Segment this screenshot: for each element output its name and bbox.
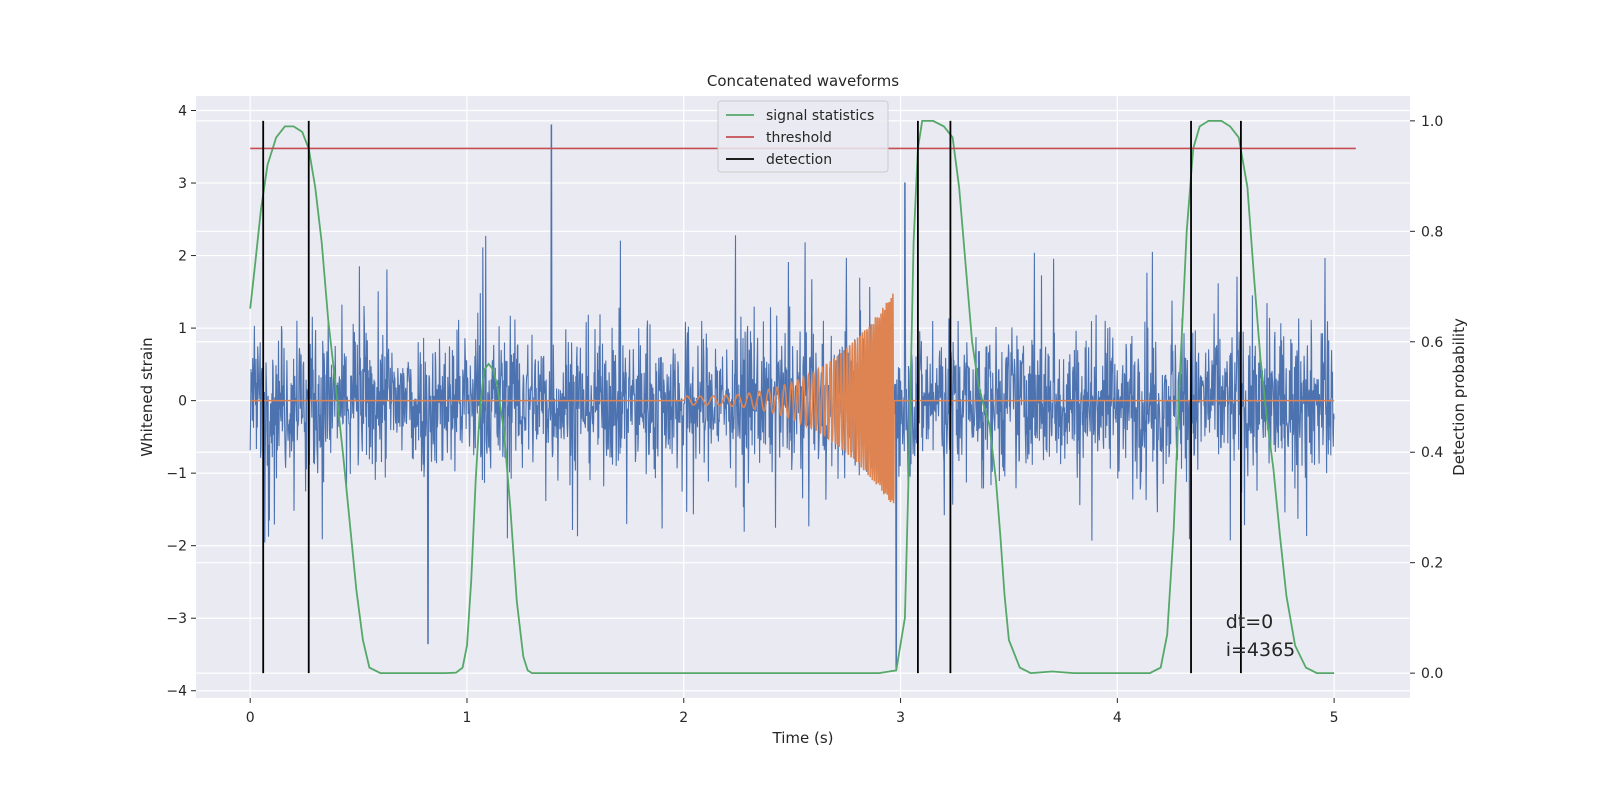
legend-box	[717, 100, 889, 173]
y-right-tick-label: 1.0	[1421, 114, 1443, 130]
signal-statistics-line	[249, 120, 1335, 675]
x-axis-label: Time (s)	[772, 729, 834, 747]
strain-line	[249, 124, 1335, 670]
y-axis-right-label: Detection probability	[1450, 318, 1468, 476]
annotation-line-0: dt=0	[1226, 611, 1274, 633]
y-right-tick-label: 0.2	[1421, 556, 1443, 572]
legend-label: threshold	[766, 130, 832, 146]
x-tick-label: 5	[1330, 710, 1339, 726]
y-tick-label: −3	[166, 611, 187, 627]
x-tick-label: 2	[679, 710, 688, 726]
template-chirp-series	[250, 293, 1335, 504]
y-right-tick-label: 0.8	[1421, 224, 1443, 240]
x-tick-label: 1	[463, 710, 472, 726]
y-right-tick-label: 0.6	[1421, 335, 1443, 351]
axis-ticks: 0 1 2 3 4 5 −4 −3 −2 −1 0 1 2 3 4 0.0 0.2 0.4 0.6 0.8 1.0	[166, 104, 1443, 726]
detection-lines	[262, 120, 1242, 674]
y-tick-label: 4	[178, 104, 187, 120]
y-tick-label: 1	[178, 321, 187, 337]
y-tick-label: 0	[178, 394, 187, 410]
y-tick-label: −4	[166, 684, 187, 700]
legend: signal statistics threshold detection	[717, 100, 889, 173]
y-axis-label: Whitened strain	[138, 337, 156, 456]
annotation-text: dt=0 i=4365	[1226, 611, 1296, 661]
chart-title: Concatenated waveforms	[707, 72, 899, 90]
y-tick-label: 2	[178, 249, 187, 265]
x-tick-label: 3	[896, 710, 905, 726]
y-right-tick-label: 0.0	[1421, 666, 1443, 682]
whitened-strain-series	[249, 124, 1335, 670]
y-tick-label: −2	[166, 539, 187, 555]
signal-statistics-series	[249, 120, 1335, 675]
y-right-tick-label: 0.4	[1421, 445, 1443, 461]
template-line	[250, 293, 1335, 504]
x-tick-label: 4	[1113, 710, 1122, 726]
annotation-line-1: i=4365	[1226, 639, 1296, 661]
x-tick-label: 0	[246, 710, 255, 726]
y-tick-label: 3	[178, 176, 187, 192]
legend-label: detection	[766, 152, 832, 168]
y-tick-label: −1	[166, 466, 187, 482]
legend-label: signal statistics	[766, 108, 874, 124]
